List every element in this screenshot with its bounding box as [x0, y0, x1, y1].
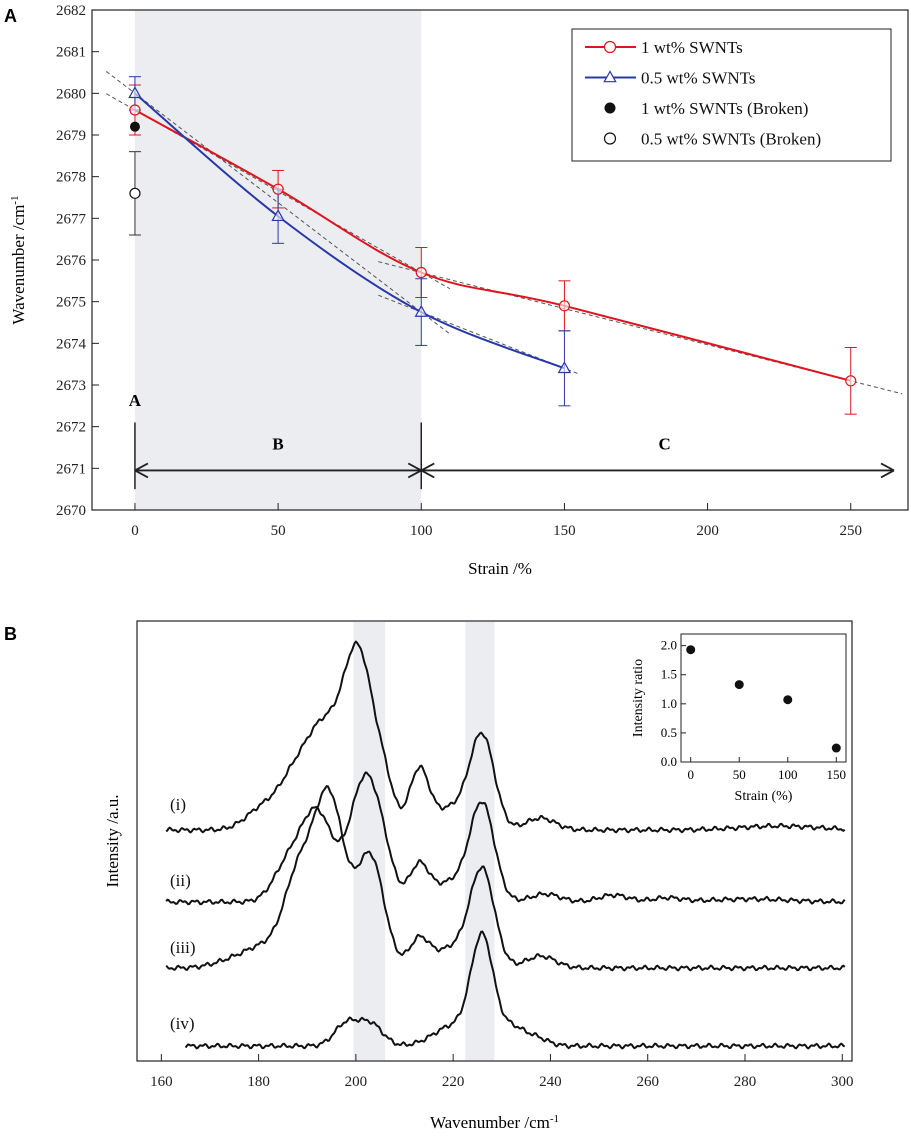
spectrum-label: (i): [170, 795, 186, 814]
legend-label: 1 wt% SWNTs (Broken): [641, 99, 808, 118]
inset-x-tick-label: 100: [778, 767, 798, 782]
spectrum-4: [184, 930, 846, 1050]
series-1wt-point: [558, 300, 571, 312]
series-05wt-point: [557, 361, 572, 374]
x-tick-label: 100: [410, 523, 433, 539]
arrowhead: [880, 462, 895, 479]
y-tick-label: 2673: [56, 378, 86, 394]
y-tick-label: 2672: [56, 420, 86, 436]
spectrum-label: (iv): [170, 1014, 195, 1033]
x-tick-label: 220: [442, 1074, 465, 1090]
y-tick-label: 2671: [56, 461, 86, 477]
legend-label: 0.5 wt% SWNTs (Broken): [641, 130, 821, 149]
series-05wt-point: [128, 86, 142, 99]
inset-x-axis-label: Strain (%): [735, 789, 793, 804]
y-tick-label: 2675: [56, 295, 86, 311]
series-1wt-point: [129, 104, 141, 116]
series-1wt-point: [272, 183, 284, 195]
plot-frame: [136, 620, 853, 1062]
inset-y-tick-label: 0.5: [661, 725, 677, 740]
strain-wavenumber-chart: 2670 2671 2672 2673 2674 2675 2676 2677 2678 2679…: [9, 3, 909, 578]
y-tick-label: 2680: [56, 86, 86, 102]
highlight-band: [465, 622, 495, 1060]
spectrum-2: [165, 771, 846, 906]
series-1wt-point: [845, 375, 857, 387]
inset-frame: [680, 633, 847, 763]
linear-fit-line: [106, 71, 451, 335]
panel-a-label: A: [4, 6, 17, 26]
intensity-ratio-inset: 0.0 0.5 1.0 1.5 2.0 0 50 100 150 Strain (%) Intens…: [631, 633, 847, 804]
inset-point: [734, 680, 744, 690]
broken-05wt-point: [129, 187, 141, 199]
legend-label: 0.5 wt% SWNTs: [641, 69, 756, 88]
x-tick-label: 260: [636, 1074, 659, 1090]
inset-x-tick-label: 150: [827, 767, 847, 782]
panel-b-label: B: [4, 624, 17, 644]
x-tick-label: 280: [734, 1074, 757, 1090]
inset-y-tick-label: 1.5: [661, 667, 677, 682]
raman-spectra-chart: 160 180 200 220 240 260 280 300 (i) (ii) (iii) (iv…: [103, 620, 854, 1132]
y-tick-label: 2677: [56, 211, 87, 227]
inset-y-tick-label: 2.0: [661, 638, 677, 653]
y-tick-label: 2674: [56, 336, 87, 352]
x-axis-label: Strain /%: [468, 559, 532, 578]
spectrum-label: (iii): [170, 938, 196, 957]
inset-point: [686, 645, 696, 655]
x-tick-label: 180: [247, 1074, 270, 1090]
arrowhead: [407, 462, 422, 479]
x-tick-label: 250: [839, 523, 862, 539]
x-tick-label: 240: [539, 1074, 562, 1090]
plot-frame: [91, 9, 909, 511]
region-b-label: B: [272, 435, 283, 454]
y-tick-label: 2679: [56, 128, 86, 144]
legend: 1 wt% SWNTs 0.5 wt% SWNTs 1 wt% SWNTs (Bro…: [571, 28, 892, 162]
legend-marker: [603, 132, 617, 145]
x-tick-label: 200: [345, 1074, 368, 1090]
y-tick-label: 2681: [56, 45, 86, 61]
series-05wt-point: [271, 209, 285, 222]
series-05wt-line: [134, 92, 565, 370]
linear-fit-line: [378, 294, 579, 375]
spectrum-label: (ii): [170, 871, 191, 890]
y-tick-label: 2676: [56, 253, 87, 269]
x-tick-label: 200: [696, 523, 719, 539]
y-tick-label: 2682: [56, 3, 86, 19]
inset-y-axis-label: Intensity ratio: [631, 659, 646, 737]
inset-x-tick-label: 0: [687, 767, 694, 782]
series-1wt-line: [134, 109, 851, 382]
x-tick-label: 0: [131, 523, 139, 539]
inset-point: [783, 695, 793, 705]
broken-1wt-point: [129, 121, 140, 132]
inset-x-tick-label: 50: [733, 767, 746, 782]
inset-y-tick-label: 0.0: [661, 754, 677, 769]
legend-marker: [603, 70, 617, 83]
legend-marker: [604, 102, 616, 114]
x-axis-label: Wavenumber /cm-1: [430, 1113, 559, 1132]
y-axis-label: Wavenumber /cm-1: [9, 195, 28, 324]
y-tick-label: 2678: [56, 170, 86, 186]
legend-marker: [603, 40, 617, 54]
arrowhead: [134, 462, 149, 479]
legend-box: [571, 28, 892, 162]
x-tick-label: 50: [271, 523, 286, 539]
spectrum-3: [165, 784, 846, 972]
series-05wt-point: [414, 304, 428, 317]
spectrum-1: [165, 640, 846, 834]
y-axis-label: Intensity /a.u.: [103, 794, 122, 887]
legend-label: 1 wt% SWNTs: [641, 38, 743, 57]
region-b-shading: [134, 10, 422, 510]
series-1wt-point: [415, 266, 427, 279]
inset-y-tick-label: 1.0: [661, 696, 677, 711]
inset-point: [831, 743, 841, 753]
region-c-label: C: [658, 435, 670, 454]
x-tick-label: 160: [150, 1074, 173, 1090]
x-tick-label: 300: [831, 1074, 854, 1090]
highlight-band: [353, 622, 386, 1060]
region-a-label: A: [129, 391, 142, 410]
arrowhead: [420, 462, 435, 479]
y-tick-label: 2670: [56, 503, 86, 519]
x-tick-label: 150: [553, 523, 576, 539]
